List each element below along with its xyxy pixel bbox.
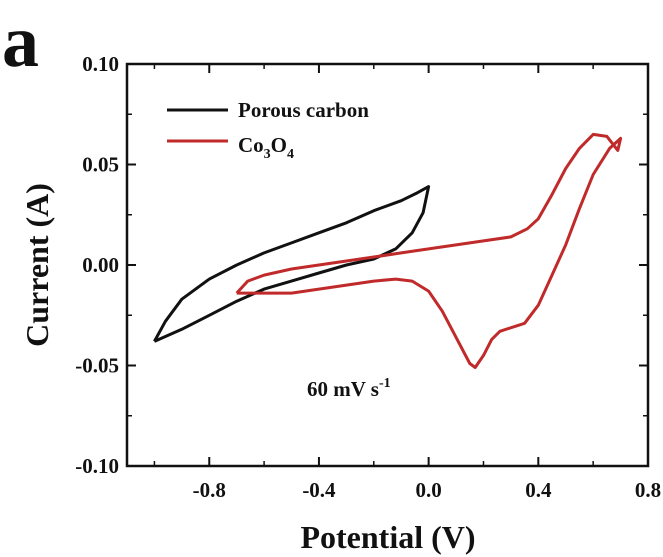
x-tick-label: 0.0 (416, 478, 442, 502)
x-tick-label: -0.8 (193, 478, 226, 502)
y-tick-label: -0.10 (75, 454, 119, 478)
legend-co-text: Co (238, 133, 264, 157)
scan-rate-superscript: -1 (379, 376, 391, 391)
legend-o-text: O (271, 133, 287, 157)
y-tick-label: 0.00 (82, 253, 119, 277)
panel-label: a (2, 1, 39, 83)
axis-ticks (127, 63, 649, 467)
legend: Porous carbon Co3O4 (167, 98, 369, 162)
y-tick-label: 0.10 (82, 52, 119, 76)
legend-label-co3o4: Co3O4 (238, 133, 294, 162)
scan-rate-text: 60 mV s (307, 377, 379, 401)
legend-sub-4: 4 (287, 147, 294, 162)
series-line-porous-carbon (153, 185, 431, 343)
series-line-co3o4 (235, 132, 623, 369)
x-tick-label: 0.8 (635, 478, 661, 502)
scan-rate-annotation: 60 mV s-1 (307, 376, 391, 401)
y-tick-label: -0.05 (75, 354, 119, 378)
y-axis-title: Current (A) (19, 183, 55, 347)
legend-text-porous-carbon: Porous carbon (238, 98, 369, 122)
legend-sub-3: 3 (264, 147, 271, 162)
x-tick-label: -0.4 (302, 478, 336, 502)
plot-frame (125, 62, 650, 468)
plot-curves (153, 132, 623, 369)
x-axis-title: Potential (V) (300, 519, 475, 555)
y-tick-label: 0.05 (82, 153, 119, 177)
tick-labels: -0.8 -0.4 0.0 0.4 0.8 0.10 0.05 0.00 -0.05 -0.10 (75, 52, 661, 502)
legend-label-porous-carbon: Porous carbon (238, 98, 369, 122)
x-tick-label: 0.4 (525, 478, 552, 502)
